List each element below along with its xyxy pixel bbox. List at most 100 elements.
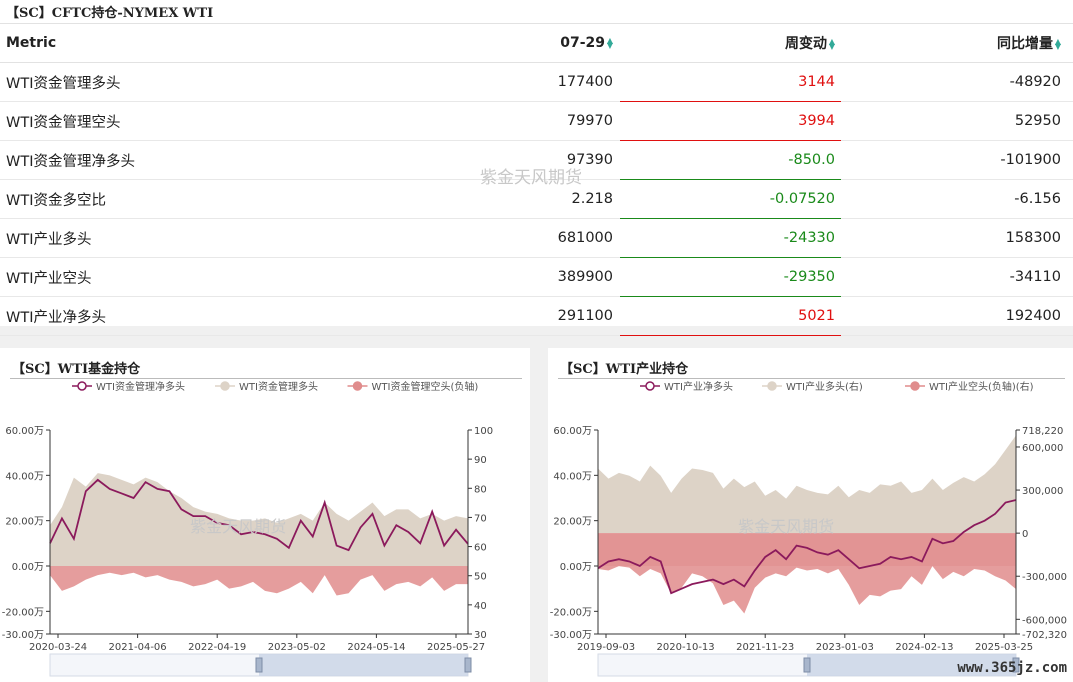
legend-marker[interactable] — [645, 381, 655, 391]
legend-marker[interactable] — [352, 381, 363, 391]
yoy-cell: -48920 — [841, 62, 1073, 102]
y-tick-label: 40.00万 — [5, 471, 44, 482]
y-tick-label: -30.00万 — [550, 630, 592, 641]
change-cell: -850.0 — [614, 140, 841, 180]
change-cell: 5021 — [614, 296, 841, 336]
y-tick-label: 20.00万 — [5, 517, 44, 528]
long-area — [598, 435, 1016, 534]
metric-cell: WTI资金管理多头 — [0, 62, 447, 102]
fund-position-chart-panel: 【SC】WTI基金持仓 WTI资金管理净多头 WTI资金管理多头 WTI资金管理空头… — [0, 348, 530, 682]
zoom-handle[interactable] — [1012, 657, 1020, 673]
watermark: 紫金天风期货 — [480, 168, 582, 188]
x-tick-label: 2025-05-27 — [427, 642, 485, 653]
y2-tick-label: 30 — [474, 630, 487, 641]
legend-marker[interactable] — [910, 381, 920, 391]
x-tick-label: 2025-03-25 — [975, 642, 1033, 653]
yoy-cell: -101900 — [841, 140, 1073, 180]
x-tick-label: 2024-05-14 — [347, 642, 405, 653]
long-area — [50, 473, 468, 566]
zoom-window[interactable] — [807, 654, 1016, 676]
legend-marker[interactable] — [77, 381, 87, 391]
sort-icon[interactable]: ▲ ▼ — [606, 36, 613, 50]
y-tick-label: -20.00万 — [550, 607, 592, 618]
yoy-cell: -34110 — [841, 257, 1073, 297]
fund-chart-svg: WTI资金管理净多头 WTI资金管理多头 WTI资金管理空头(负轴) 60.00万 40… — [2, 380, 493, 677]
y-tick-label: 40.00万 — [553, 471, 592, 482]
yoy-cell: 52950 — [841, 101, 1073, 141]
table-row: WTI产业净多头 291100 5021 192400 — [0, 296, 1073, 336]
sort-icon[interactable]: ▲ ▼ — [1054, 37, 1061, 51]
change-cell: -29350 — [614, 257, 841, 297]
x-tick-label: 2021-11-23 — [736, 642, 794, 653]
legend-item[interactable]: WTI资金管理净多头 — [96, 380, 185, 393]
y2-tick-label: 90 — [474, 455, 487, 466]
x-tick-label: 2023-05-02 — [268, 642, 326, 653]
y2-tick-label: 300,000 — [1022, 486, 1063, 497]
legend-marker[interactable] — [767, 381, 777, 391]
y2-tick-label: 60 — [474, 543, 487, 554]
table-row: WTI资金管理净多头 97390 -850.0 -101900 — [0, 140, 1073, 180]
table-row: WTI产业多头 681000 -24330 158300 — [0, 218, 1073, 258]
metric-cell: WTI产业净多头 — [0, 296, 447, 336]
table-header-row: Metric 07-29 ▲ ▼ 周变动 ▲ ▼ 同比增量 ▲ ▼ — [0, 23, 1073, 63]
value-cell: 389900 — [447, 257, 614, 297]
cftc-table: Metric 07-29 ▲ ▼ 周变动 ▲ ▼ 同比增量 ▲ ▼ WTI资金管理多头 177… — [0, 23, 1073, 336]
zoom-handle[interactable] — [803, 657, 811, 673]
x-tick-label: 2023-01-03 — [816, 642, 874, 653]
table-title: 【SC】CFTC持仓-NYMEX WTI — [6, 6, 214, 21]
header-week-change[interactable]: 周变动 ▲ ▼ — [614, 23, 841, 63]
x-tick-label: 2020-03-24 — [29, 642, 87, 653]
y2-tick-label: -300,000 — [1022, 572, 1067, 583]
metric-cell: WTI资金管理空头 — [0, 101, 447, 141]
metric-cell: WTI产业空头 — [0, 257, 447, 297]
zoom-window[interactable] — [259, 654, 468, 676]
change-cell: 3144 — [614, 62, 841, 102]
site-watermark: www.365jz.com — [957, 660, 1067, 676]
change-cell: -0.07520 — [614, 179, 841, 219]
metric-cell: WTI产业多头 — [0, 218, 447, 258]
net-line — [597, 499, 1017, 595]
industry-chart-svg: WTI产业净多头 WTI产业多头(右) WTI产业空头(负轴)(右) 60.00万 40… — [550, 380, 1067, 677]
y2-tick-label: -600,000 — [1022, 615, 1067, 626]
legend-marker[interactable] — [220, 381, 230, 391]
header-metric[interactable]: Metric — [0, 23, 447, 63]
y2-tick-label: 80 — [474, 484, 487, 495]
y-tick-label: 60.00万 — [5, 426, 44, 437]
short-band — [598, 533, 1016, 566]
value-cell: 177400 — [447, 62, 614, 102]
header-yoy[interactable]: 同比增量 ▲ ▼ — [841, 23, 1073, 63]
net-line — [49, 478, 469, 552]
x-tick-label: 2021-04-06 — [109, 642, 167, 653]
y2-tick-label: 70 — [474, 513, 487, 524]
short-area — [50, 566, 468, 596]
industry-position-chart-panel: 【SC】WTI产业持仓 WTI产业净多头 WTI产业多头(右) WTI产业空头(负轴… — [548, 348, 1073, 682]
legend-item[interactable]: WTI资金管理空头(负轴) — [372, 380, 479, 393]
x-tick-label: 2024-02-13 — [895, 642, 953, 653]
yoy-cell: 192400 — [841, 296, 1073, 336]
legend-item[interactable]: WTI产业净多头 — [664, 380, 733, 393]
x-tick-label: 2020-10-13 — [657, 642, 715, 653]
metric-cell: WTI资金管理净多头 — [0, 140, 447, 180]
chart-title: 【SC】WTI基金持仓 — [12, 362, 141, 377]
y2-tick-label: 0 — [1022, 529, 1028, 540]
change-underline — [620, 335, 841, 336]
change-cell: 3994 — [614, 101, 841, 141]
yoy-cell: -6.156 — [841, 179, 1073, 219]
y-tick-label: 60.00万 — [553, 426, 592, 437]
y-tick-label: 0.00万 — [12, 562, 44, 573]
legend-item[interactable]: WTI资金管理多头 — [239, 380, 318, 393]
y2-tick-label: 50 — [474, 572, 487, 583]
legend-item[interactable]: WTI产业多头(右) — [786, 380, 863, 393]
sort-icon[interactable]: ▲ ▼ — [828, 37, 835, 51]
x-tick-label: 2019-09-03 — [577, 642, 635, 653]
y2-tick-label: 600,000 — [1022, 443, 1063, 454]
header-date[interactable]: 07-29 ▲ ▼ — [447, 23, 614, 63]
metric-cell: WTI资金多空比 — [0, 179, 447, 219]
zoom-handle[interactable] — [464, 657, 472, 673]
zoom-handle[interactable] — [255, 657, 263, 673]
yoy-cell: 158300 — [841, 218, 1073, 258]
y2-tick-label: 40 — [474, 601, 487, 612]
watermark: 紫金天风期货 — [738, 517, 834, 536]
y2-tick-label: 718,220 — [1022, 426, 1063, 437]
legend-item[interactable]: WTI产业空头(负轴)(右) — [929, 380, 1034, 393]
